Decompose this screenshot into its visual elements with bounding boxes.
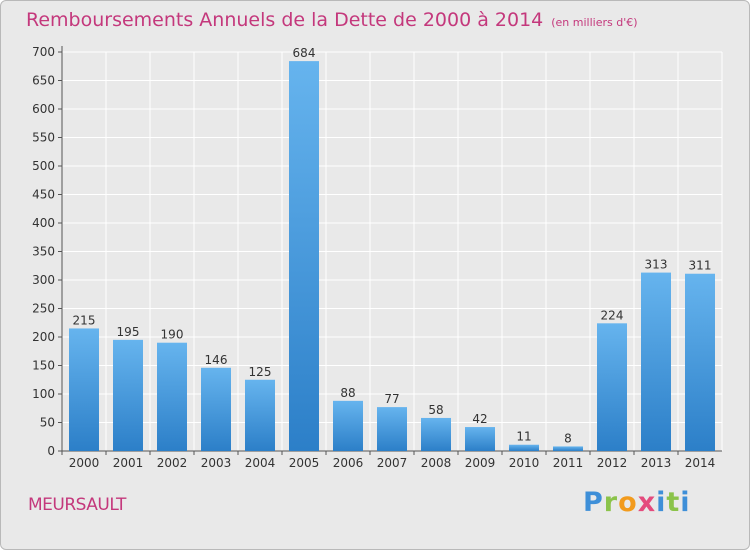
data-label-2012: 224 [601, 308, 624, 322]
data-label-2011: 8 [564, 431, 572, 445]
bar-2000 [69, 328, 99, 451]
title-unit: (en milliers d'€) [551, 16, 638, 29]
x-tick-label-2000: 2000 [69, 456, 100, 470]
bars [69, 61, 715, 452]
bar-2006 [333, 400, 363, 451]
x-tick-label-2009: 2009 [465, 456, 496, 470]
title-text: Remboursements Annuels de la Dette de 20… [26, 9, 544, 31]
x-tick-label-2011: 2011 [553, 456, 584, 470]
bar-2003 [201, 367, 231, 451]
bar-2013 [641, 272, 671, 451]
data-label-2001: 195 [117, 325, 140, 339]
x-tick-label-2003: 2003 [201, 456, 232, 470]
data-label-2000: 215 [73, 313, 96, 327]
y-tick-label: 50 [40, 416, 55, 430]
data-label-2003: 146 [205, 353, 228, 367]
data-label-2009: 42 [472, 412, 487, 426]
y-tick-label: 300 [32, 273, 55, 287]
x-tick-label-2013: 2013 [641, 456, 672, 470]
x-tick-label-2012: 2012 [597, 456, 628, 470]
x-tick-label-2014: 2014 [685, 456, 716, 470]
bar-2001 [113, 339, 143, 451]
data-label-2013: 313 [645, 258, 668, 272]
bar-2002 [157, 342, 187, 451]
data-label-2002: 190 [161, 328, 184, 342]
data-label-2007: 77 [384, 392, 399, 406]
bar-2012 [597, 323, 627, 451]
bar-2014 [685, 273, 715, 451]
y-tick-label: 100 [32, 387, 55, 401]
bar-2005 [289, 61, 319, 452]
y-tick-label: 250 [32, 302, 55, 316]
data-label-2006: 88 [340, 386, 355, 400]
data-label-2004: 125 [249, 365, 272, 379]
data-label-2008: 58 [428, 403, 443, 417]
x-tick-label-2002: 2002 [157, 456, 188, 470]
x-tick-label-2006: 2006 [333, 456, 364, 470]
y-tick-label: 150 [32, 359, 55, 373]
x-tick-label-2001: 2001 [113, 456, 144, 470]
x-tick-label-2007: 2007 [377, 456, 408, 470]
data-label-2014: 311 [689, 259, 712, 273]
bar-2011 [553, 446, 583, 451]
x-tick-label-2008: 2008 [421, 456, 452, 470]
y-tick-label: 400 [32, 216, 55, 230]
x-tick-label-2005: 2005 [289, 456, 320, 470]
y-tick-label: 0 [47, 444, 55, 458]
y-tick-label: 500 [32, 159, 55, 173]
bar-2004 [245, 379, 275, 451]
city-name: MEURSAULT [28, 495, 126, 515]
axes: 0 50 100 150 200 250 300 350 400 450 500 550 600 650 7… [32, 45, 722, 470]
bar-2009 [465, 427, 495, 451]
proxiti-logo: Proxiti [583, 487, 691, 518]
data-label-2010: 11 [516, 430, 531, 444]
y-tick-label: 200 [32, 330, 55, 344]
bar-2007 [377, 407, 407, 451]
y-tick-label: 550 [32, 131, 55, 145]
bar-2010 [509, 444, 539, 451]
data-label-2005: 684 [293, 46, 316, 60]
x-tick-label-2004: 2004 [245, 456, 276, 470]
bar-2008 [421, 417, 451, 451]
y-tick-label: 650 [32, 74, 55, 88]
y-tick-label: 350 [32, 245, 55, 259]
y-tick-label: 700 [32, 45, 55, 59]
y-tick-label: 450 [32, 188, 55, 202]
x-tick-label-2010: 2010 [509, 456, 540, 470]
y-tick-label: 600 [32, 102, 55, 116]
data-labels: 215 195 190 146 125 684 88 77 58 42 11 8 224 313 311 [73, 46, 712, 445]
chart-title: Remboursements Annuels de la Dette de 20… [26, 9, 638, 31]
